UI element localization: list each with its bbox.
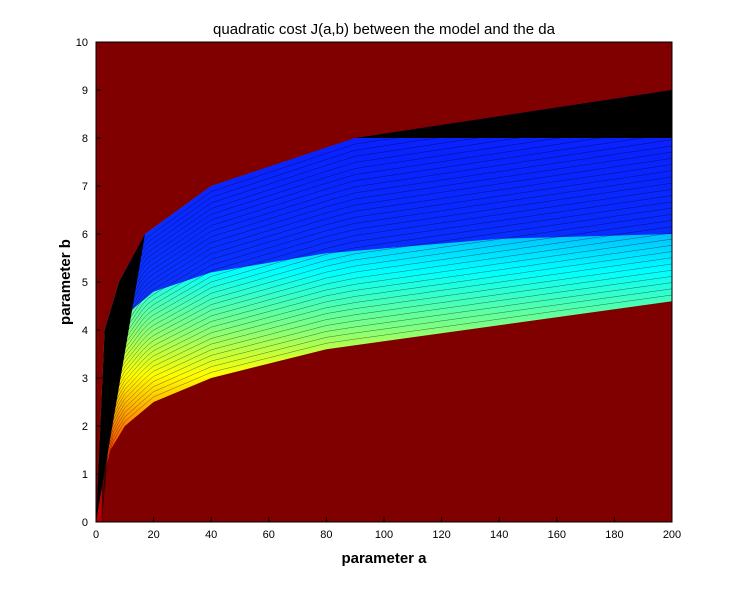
x-tick-label: 100: [375, 529, 393, 541]
x-tick-label: 60: [263, 529, 275, 541]
x-tick-label: 200: [663, 529, 681, 541]
contour-line: [101, 238, 672, 485]
contour-line: [101, 257, 672, 496]
contour-line: [101, 182, 672, 451]
chart-title: quadratic cost J(a,b) between the model …: [213, 21, 556, 38]
contour-line: [101, 195, 672, 459]
contour-line: [101, 220, 672, 474]
x-tick-label: 0: [93, 529, 99, 541]
contour-line: [101, 127, 672, 417]
saturated-boundary-region: [96, 90, 672, 522]
contour-line: [101, 133, 672, 421]
y-tick-label: 9: [82, 85, 88, 97]
contour-line: [101, 269, 672, 504]
y-tick-label: 1: [82, 469, 88, 481]
contour-line: [101, 145, 672, 428]
x-tick-label: 180: [605, 529, 623, 541]
contour-line: [101, 158, 672, 436]
contour-line: [101, 95, 672, 398]
contour-line: [101, 102, 672, 402]
contour-line: [101, 294, 672, 519]
contour-line: [101, 139, 672, 425]
contour-line: [101, 207, 672, 466]
contour-line: [101, 108, 672, 406]
y-tick-label: 10: [76, 37, 88, 49]
y-tick-label: 4: [82, 325, 88, 337]
contour-line: [101, 120, 672, 413]
y-tick-label: 0: [82, 517, 88, 529]
x-tick-label: 140: [490, 529, 508, 541]
contour-line: [101, 276, 672, 507]
contour-line: [101, 226, 672, 477]
y-tick-label: 6: [82, 229, 88, 241]
contour-line: [101, 201, 672, 462]
contour-line: [101, 176, 672, 447]
contour-line: [101, 114, 672, 410]
contour-line: [101, 288, 672, 515]
plot-area: [96, 42, 672, 522]
y-tick-label: 8: [82, 133, 88, 145]
x-tick-label: 80: [320, 529, 332, 541]
x-tick-label: 160: [548, 529, 566, 541]
contour-line: [101, 151, 672, 432]
x-tick-label: 40: [205, 529, 217, 541]
contour-line: [101, 164, 672, 440]
y-tick-label: 7: [82, 181, 88, 193]
contour-line: [101, 263, 672, 500]
x-tick-label: 120: [432, 529, 450, 541]
y-axis-label: parameter b: [57, 239, 74, 325]
y-tick-label: 5: [82, 277, 88, 289]
contour-line: [101, 251, 672, 492]
contour-line: [101, 189, 672, 455]
contour-line: [101, 170, 672, 443]
x-axis-label: parameter a: [341, 550, 427, 567]
x-axis-ticks: 0 20 40 60 80 100 120 140 160 180 200: [93, 517, 681, 541]
y-axis-ticks: 0 1 2 3 4 5 6 7 8 9 10: [76, 37, 101, 529]
contour-line: [101, 245, 672, 489]
x-tick-label: 20: [147, 529, 159, 541]
contour-line: [101, 213, 672, 470]
contour-lines: [101, 95, 672, 519]
contour-line: [101, 232, 672, 481]
contour-line: [101, 282, 672, 511]
y-tick-label: 2: [82, 421, 88, 433]
y-tick-label: 3: [82, 373, 88, 385]
